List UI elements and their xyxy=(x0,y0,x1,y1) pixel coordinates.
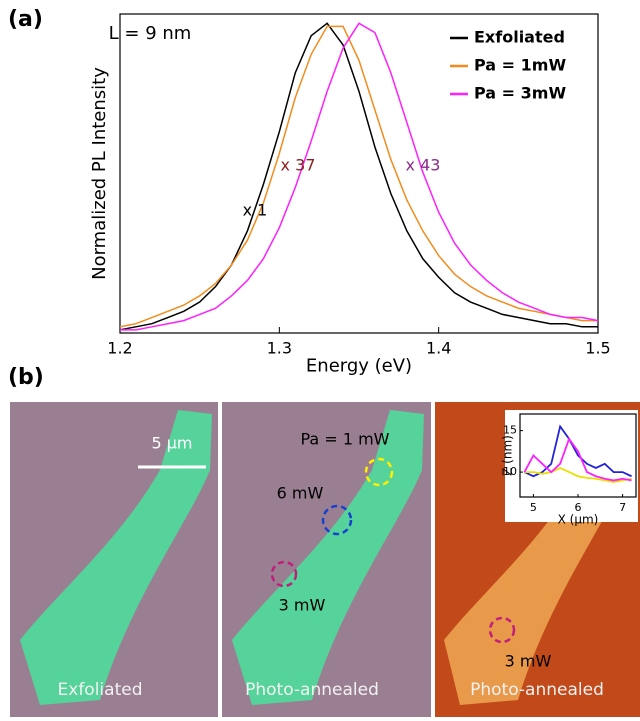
series-line xyxy=(524,466,632,483)
power-label: Pa = 1 mW xyxy=(301,430,390,449)
x-axis-label: X (µm) xyxy=(558,513,599,527)
x-axis-label: Energy (eV) xyxy=(306,356,412,377)
panel-label: (b) xyxy=(8,365,44,390)
spot xyxy=(270,560,298,588)
x-tick-label: 1.3 xyxy=(267,339,292,358)
image-caption: Photo-annealed xyxy=(470,680,604,700)
legend-label: Pa = 3mW xyxy=(474,84,566,103)
legend-label: Pa = 1mW xyxy=(474,56,566,75)
image-caption: Photo-annealed xyxy=(245,680,379,700)
y-axis-label: Normalized PL Intensity xyxy=(89,67,110,280)
x-tick-label: 1.2 xyxy=(107,339,132,358)
annotation: x 1 xyxy=(243,201,268,220)
y-tick-label: 10 xyxy=(503,465,517,478)
x-tick-label: 1.4 xyxy=(426,339,451,358)
spot xyxy=(488,616,516,644)
y-axis-label: Z (nm) xyxy=(501,435,515,476)
x-tick-label: 1.5 xyxy=(585,339,610,358)
legend-label: Exfoliated xyxy=(474,28,565,47)
annotation: L = 9 nm xyxy=(109,23,192,44)
power-label: 6 mW xyxy=(277,484,324,503)
inset-background xyxy=(505,410,638,522)
plot-frame xyxy=(119,13,599,334)
power-label: 3 mW xyxy=(505,652,552,671)
x-tick-label: 5 xyxy=(530,501,537,514)
x-tick-label: 6 xyxy=(575,501,582,514)
series-line xyxy=(120,22,599,331)
spot xyxy=(364,457,394,487)
flake xyxy=(20,410,212,705)
y-tick-label: 15 xyxy=(503,424,517,437)
spot xyxy=(321,504,353,536)
series-line xyxy=(524,424,632,478)
annotation: x 37 xyxy=(281,156,316,175)
series-line xyxy=(523,436,632,482)
series-line xyxy=(119,25,598,328)
power-label: 3 mW xyxy=(279,596,326,615)
image-caption: Exfoliated xyxy=(58,680,143,700)
annotation: x 43 xyxy=(406,156,441,175)
scale-bar-label: 5 µm xyxy=(151,434,192,453)
series-line xyxy=(119,22,598,331)
panel-label: (a) xyxy=(8,7,43,32)
x-tick-label: 7 xyxy=(619,501,626,514)
